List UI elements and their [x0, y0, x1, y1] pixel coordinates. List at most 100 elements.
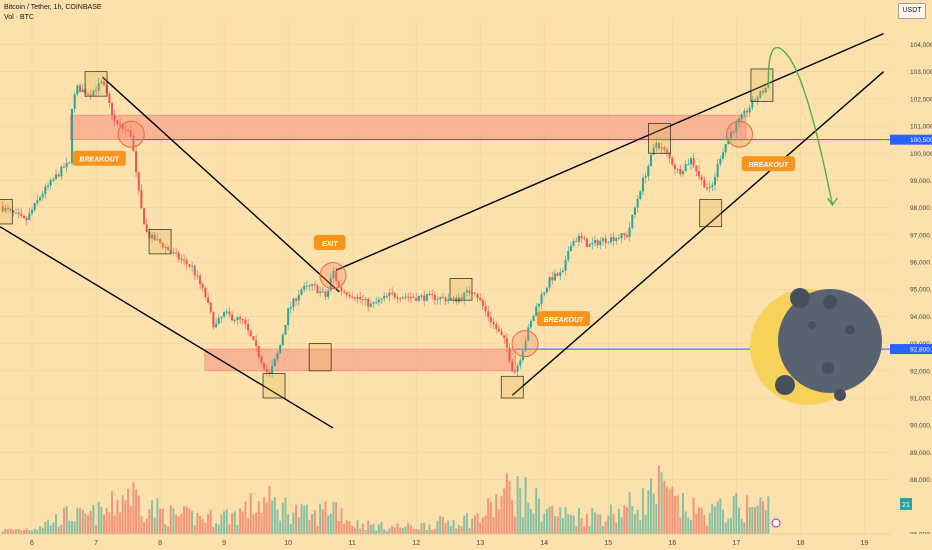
volume-bar: [463, 515, 466, 534]
candle-body: [383, 295, 386, 299]
annotation-bg: [313, 235, 346, 251]
candle-body: [396, 297, 399, 299]
candle-body: [596, 240, 599, 246]
candle-body: [316, 285, 319, 293]
highlight-box: [699, 199, 723, 228]
candle-body: [671, 158, 674, 165]
highlight-box: [262, 373, 286, 399]
candle-body: [441, 297, 444, 299]
candle-body: [743, 110, 746, 115]
volume-bar: [540, 521, 543, 534]
candle-body: [513, 371, 516, 373]
volume-bar: [113, 515, 116, 534]
candle-body: [12, 210, 15, 213]
candle-body: [172, 252, 175, 254]
time-axis: 6 7 8 9 10 11 12 13 14 15 16 17 18 19: [0, 518, 932, 550]
volume-bar: [17, 528, 20, 534]
candle-body: [337, 281, 340, 288]
candles: [1, 77, 770, 378]
volume-bar: [633, 514, 636, 534]
volume-bar: [127, 488, 130, 534]
candle-body: [252, 336, 255, 341]
currency-button[interactable]: USDT: [898, 3, 926, 19]
candle-body: [615, 238, 618, 242]
volume-bar: [236, 524, 239, 534]
volume-bar: [196, 512, 199, 534]
volume-bar: [372, 523, 375, 534]
volume-bar: [44, 521, 47, 534]
volume-bar: [183, 506, 186, 534]
volume-bar: [335, 502, 338, 534]
candle-body: [713, 176, 716, 185]
volume-bar: [657, 465, 660, 534]
candle-body: [49, 179, 52, 186]
volume-bar: [577, 507, 580, 534]
candle-body: [183, 259, 186, 261]
volume-bar: [476, 513, 479, 534]
candle-body: [284, 324, 287, 335]
volume-bar: [103, 514, 106, 534]
candle-body: [279, 345, 282, 354]
volume-bar: [153, 517, 156, 534]
price-tick-label: 96,000.00: [910, 260, 932, 267]
volume-bar: [740, 518, 743, 534]
volume-bar: [746, 495, 749, 534]
volume-bar: [15, 529, 18, 534]
candle-body: [241, 319, 244, 321]
moon-crater: [845, 325, 855, 335]
volume-bar: [556, 516, 559, 534]
volume-bar: [337, 520, 340, 534]
price-tick-label: 103,000.00: [910, 69, 932, 76]
volume-bar: [287, 514, 290, 534]
breakout-circle: [117, 120, 145, 148]
volume-bar: [185, 506, 188, 534]
candle-body: [524, 340, 527, 351]
volume-bar: [759, 497, 762, 534]
volume-bar: [537, 498, 540, 534]
candle-body: [1, 206, 4, 212]
breakout-circle: [319, 262, 347, 290]
volume-bar: [52, 522, 55, 534]
candle-body: [225, 311, 228, 313]
volume-bar: [508, 481, 511, 534]
candle-body: [297, 294, 300, 301]
volume-bar: [343, 523, 346, 534]
volume-bar: [457, 525, 460, 534]
volume-bar: [716, 501, 719, 534]
volume-bar: [631, 506, 634, 534]
volume-bar: [695, 514, 698, 534]
volume-bar: [108, 512, 111, 534]
candle-body: [364, 298, 367, 300]
price-tick-label: 95,000.00: [910, 287, 932, 294]
price-axis-bg: [890, 0, 932, 550]
volume-bar: [36, 529, 39, 534]
candle-body: [220, 316, 223, 319]
volume-bar: [444, 523, 447, 534]
volume-bar: [100, 506, 103, 534]
candle-body: [452, 297, 455, 299]
candle-body: [756, 97, 759, 101]
candle-body: [732, 132, 735, 134]
projection-arrow: [767, 46, 834, 206]
price-tick-label: 104,000.00: [910, 42, 932, 49]
trendline: [335, 32, 884, 271]
candle-body: [575, 240, 578, 242]
volume-bar: [673, 495, 676, 534]
candle-body: [207, 297, 210, 303]
volume-bar: [452, 520, 455, 534]
candle-body: [156, 239, 159, 241]
volume-bar: [679, 517, 682, 534]
candle-body: [300, 289, 303, 295]
volume-bar: [415, 529, 418, 534]
candle-body: [87, 93, 90, 95]
candle-body: [460, 297, 463, 300]
volume-bar: [492, 516, 495, 534]
candle-body: [481, 300, 484, 307]
candle-body: [561, 270, 564, 273]
candle-body: [292, 298, 295, 308]
volume-bar: [60, 524, 63, 534]
candle-body: [505, 338, 508, 348]
volume-bar: [279, 520, 282, 534]
candle-body: [748, 107, 751, 113]
